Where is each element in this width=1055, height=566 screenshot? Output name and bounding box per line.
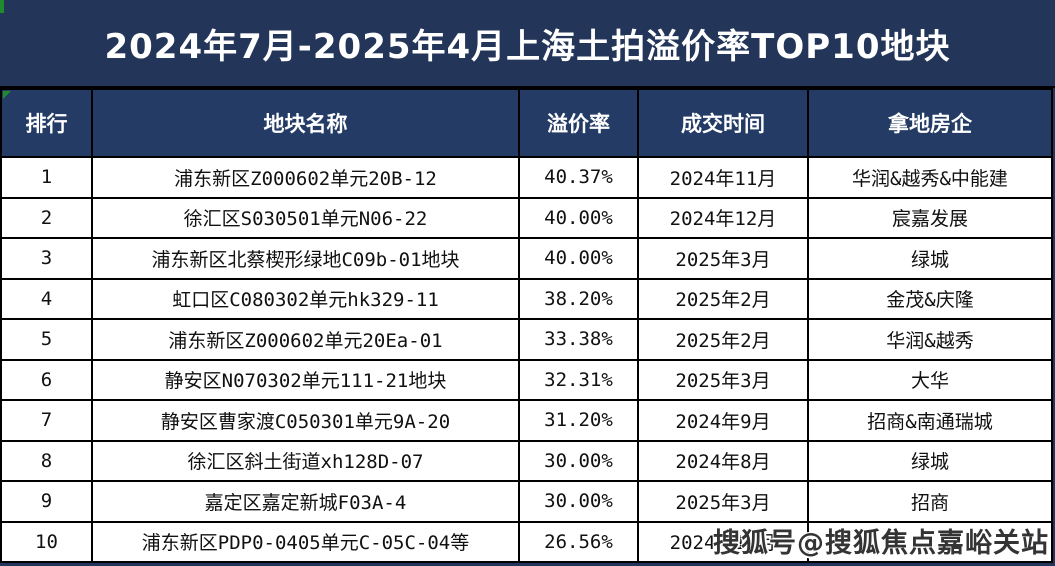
cell-developer: 金茂&庆隆 <box>807 277 1053 320</box>
cell-rank: 3 <box>0 237 93 280</box>
cell-premium-rate: 26.56% <box>518 520 639 563</box>
table-row: 2 徐汇区S030501单元N06-22 40.00% 2024年12月 宸嘉发展 <box>0 196 1053 239</box>
cell-developer: 绿城 <box>807 237 1053 280</box>
cell-premium-rate: 40.00% <box>518 196 639 239</box>
cell-plot-name: 嘉定区嘉定新城F03A-4 <box>91 480 520 523</box>
cell-developer: 绿城 <box>807 439 1053 482</box>
table-header: 排行 地块名称 溢价率 成交时间 拿地房企 <box>0 88 1053 158</box>
cell-plot-name: 浦东新区PDP0-0405单元C-05C-04等 <box>91 520 520 563</box>
table-row: 3 浦东新区北蔡楔形绿地C09b-01地块 40.00% 2025年3月 绿城 <box>0 237 1053 280</box>
col-developer: 拿地房企 <box>807 88 1053 158</box>
cell-deal-time: 2025年2月 <box>637 277 809 320</box>
cell-deal-time: 2024年12月 <box>637 196 809 239</box>
cell-deal-time: 2024年8月 <box>637 439 809 482</box>
cell-plot-name: 静安区N070302单元111-21地块 <box>91 358 520 401</box>
cell-premium-rate: 40.00% <box>518 237 639 280</box>
table-row: 6 静安区N070302单元111-21地块 32.31% 2025年3月 大华 <box>0 358 1053 401</box>
table-row: 7 静安区曹家渡C050301单元9A-20 31.20% 2024年9月 招商&南通瑞… <box>0 399 1053 442</box>
header-row: 排行 地块名称 溢价率 成交时间 拿地房企 <box>0 88 1053 158</box>
title-bar: 2024年7月-2025年4月上海土拍溢价率TOP10地块 <box>0 0 1055 88</box>
cell-rank: 2 <box>0 196 93 239</box>
cell-premium-rate: 33.38% <box>518 318 639 361</box>
cell-developer: 华润&越秀&中能建 <box>807 156 1053 199</box>
cell-premium-rate: 32.31% <box>518 358 639 401</box>
cell-developer: 招商 <box>807 480 1053 523</box>
cell-developer: 大华 <box>807 358 1053 401</box>
cell-plot-name: 浦东新区Z000602单元20B-12 <box>91 156 520 199</box>
cell-plot-name: 虹口区C080302单元hk329-11 <box>91 277 520 320</box>
cell-developer <box>807 520 1053 563</box>
cell-developer: 宸嘉发展 <box>807 196 1053 239</box>
cell-premium-rate: 31.20% <box>518 399 639 442</box>
table-row: 8 徐汇区斜土街道xh128D-07 30.00% 2024年8月 绿城 <box>0 439 1053 482</box>
cell-rank: 1 <box>0 156 93 199</box>
cell-rank: 10 <box>0 520 93 563</box>
cell-premium-rate: 30.00% <box>518 439 639 482</box>
cell-developer: 华润&越秀 <box>807 318 1053 361</box>
cell-deal-time: 2024年11月 <box>637 156 809 199</box>
cell-premium-rate: 40.37% <box>518 156 639 199</box>
cell-rank: 9 <box>0 480 93 523</box>
cell-plot-name: 静安区曹家渡C050301单元9A-20 <box>91 399 520 442</box>
page-title: 2024年7月-2025年4月上海土拍溢价率TOP10地块 <box>104 26 951 67</box>
cell-rank: 6 <box>0 358 93 401</box>
cell-premium-rate: 30.00% <box>518 480 639 523</box>
cell-plot-name: 徐汇区S030501单元N06-22 <box>91 196 520 239</box>
col-premium-rate: 溢价率 <box>518 88 639 158</box>
land-auction-table: 排行 地块名称 溢价率 成交时间 拿地房企 1 浦东新区Z000602单元20B-12 40… <box>0 88 1053 563</box>
table-row: 5 浦东新区Z000602单元20Ea-01 33.38% 2025年2月 华润&越秀 <box>0 318 1053 361</box>
col-plot-name: 地块名称 <box>91 88 520 158</box>
cell-deal-time: 2025年2月 <box>637 318 809 361</box>
green-edge-artifact <box>0 0 4 13</box>
cell-developer: 招商&南通瑞城 <box>807 399 1053 442</box>
cell-deal-time: 2025年3月 <box>637 358 809 401</box>
cell-deal-time: 2025年3月 <box>637 480 809 523</box>
cell-rank: 7 <box>0 399 93 442</box>
cell-plot-name: 浦东新区Z000602单元20Ea-01 <box>91 318 520 361</box>
cell-plot-name: 徐汇区斜土街道xh128D-07 <box>91 439 520 482</box>
table-row: 1 浦东新区Z000602单元20B-12 40.37% 2024年11月 华润&越秀&… <box>0 156 1053 199</box>
cell-rank: 4 <box>0 277 93 320</box>
table-row: 4 虹口区C080302单元hk329-11 38.20% 2025年2月 金茂&庆隆 <box>0 277 1053 320</box>
cell-deal-time: 2024年9月 <box>637 399 809 442</box>
col-deal-time: 成交时间 <box>637 88 809 158</box>
cell-deal-time: 2024年11月 <box>637 520 809 563</box>
table-body: 1 浦东新区Z000602单元20B-12 40.37% 2024年11月 华润&越秀&… <box>0 156 1053 563</box>
green-corner-marker <box>3 91 11 99</box>
cell-plot-name: 浦东新区北蔡楔形绿地C09b-01地块 <box>91 237 520 280</box>
table-row: 9 嘉定区嘉定新城F03A-4 30.00% 2025年3月 招商 <box>0 480 1053 523</box>
cell-rank: 8 <box>0 439 93 482</box>
cell-deal-time: 2025年3月 <box>637 237 809 280</box>
col-rank: 排行 <box>0 88 93 158</box>
table-row: 10 浦东新区PDP0-0405单元C-05C-04等 26.56% 2024年11月 <box>0 520 1053 563</box>
cell-premium-rate: 38.20% <box>518 277 639 320</box>
cell-rank: 5 <box>0 318 93 361</box>
